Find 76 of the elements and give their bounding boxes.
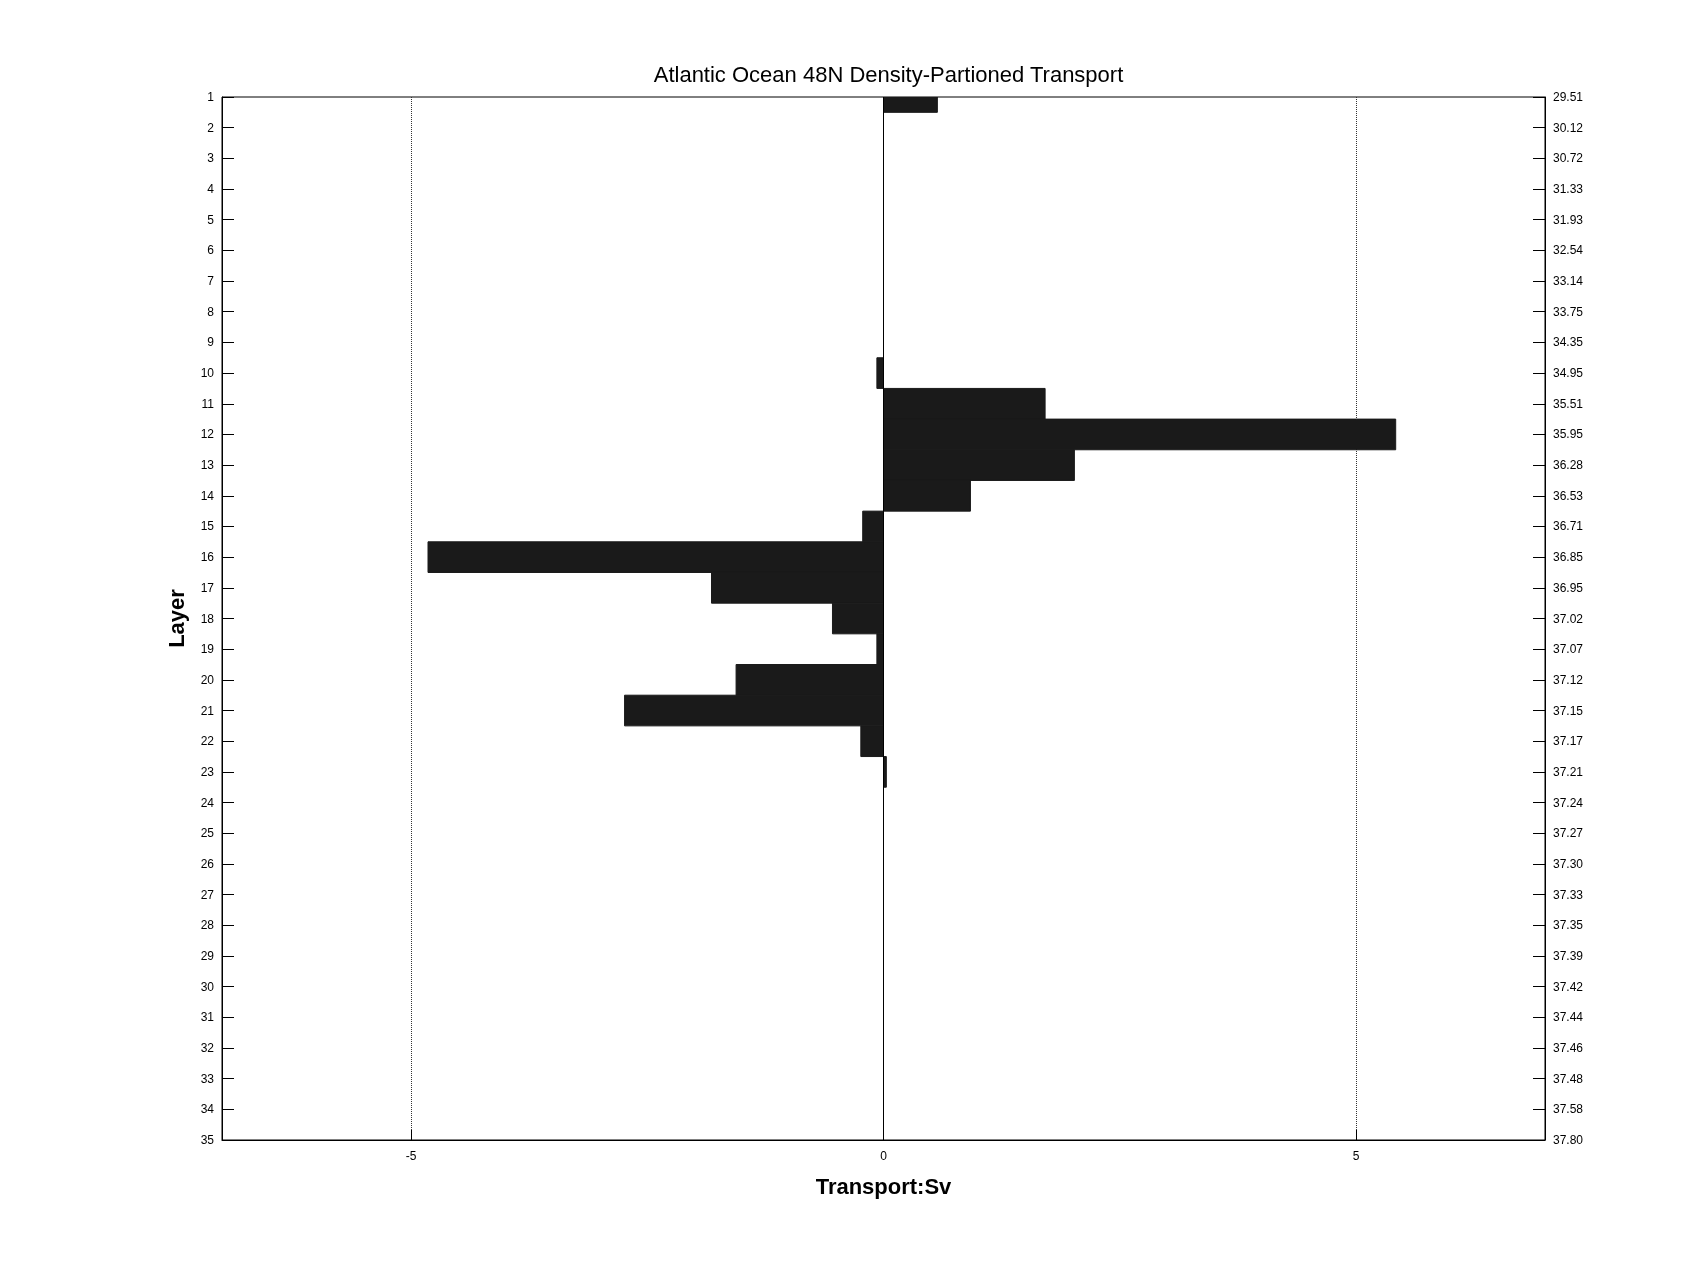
y-tick-label: 31	[200, 1010, 215, 1025]
x-tick-label: 0	[880, 1149, 888, 1163]
y2-tick-label: 37.48	[1553, 1071, 1584, 1086]
y-tick-label: 28	[200, 918, 215, 933]
y2-tick-label: 37.02	[1553, 611, 1584, 626]
y2-tick-label: 37.07	[1553, 642, 1584, 657]
y2-tick-label: 36.85	[1553, 550, 1584, 565]
y-tick-label: 24	[200, 795, 215, 810]
y-tick-label: 33	[200, 1071, 215, 1086]
y2-tick-label: 37.35	[1553, 918, 1584, 933]
y2-tick-label: 37.44	[1553, 1010, 1584, 1025]
y2-tick-label: 37.12	[1553, 672, 1584, 687]
y-tick-label: 25	[200, 826, 215, 841]
chart-title: Atlantic Ocean 48N Density-Partioned Transport	[653, 61, 1124, 87]
y-tick-label: 15	[200, 519, 215, 534]
y2-tick-label: 36.28	[1553, 458, 1584, 473]
y-tick-label: 26	[200, 856, 215, 871]
y-tick-label: 27	[200, 887, 215, 902]
y-tick-label: 4	[207, 182, 215, 197]
y-tick-label: 11	[201, 396, 215, 411]
y-tick-label: 5	[207, 212, 215, 227]
y2-tick-label: 37.58	[1553, 1102, 1584, 1117]
y2-tick-label: 33.75	[1553, 304, 1584, 319]
y2-tick-label: 37.80	[1553, 1133, 1584, 1147]
y-axis-title: Layer	[163, 588, 189, 648]
y-tick-label: 13	[200, 458, 215, 473]
y2-tick-label: 37.21	[1553, 764, 1584, 779]
y-tick-label: 14	[200, 488, 215, 503]
y2-tick-label: 30.72	[1553, 151, 1584, 166]
y2-tick-label: 34.35	[1553, 335, 1584, 350]
y-tick-label: 7	[207, 274, 215, 289]
y-tick-label: 35	[200, 1133, 215, 1147]
x-tick-label: -5	[405, 1149, 417, 1163]
x-tick-label: 5	[1352, 1149, 1360, 1163]
y2-tick-label: 37.15	[1553, 703, 1584, 718]
x-axis-title: Transport:Sv	[815, 1173, 953, 1199]
y2-tick-label: 37.27	[1553, 826, 1584, 841]
y-tick-label: 19	[200, 642, 215, 657]
y-tick-label: 16	[200, 550, 215, 565]
y2-tick-label: 31.33	[1553, 182, 1584, 197]
y2-tick-label: 37.24	[1553, 795, 1584, 810]
y2-tick-label: 35.95	[1553, 427, 1584, 442]
y2-tick-label: 35.51	[1553, 396, 1584, 411]
y-tick-label: 21	[200, 703, 215, 718]
y2-tick-label: 32.54	[1553, 243, 1584, 258]
y2-tick-label: 31.93	[1553, 212, 1584, 227]
y2-tick-label: 36.53	[1553, 488, 1584, 503]
y2-tick-label: 37.30	[1553, 856, 1584, 871]
y-tick-label: 10	[200, 366, 215, 381]
y-tick-label: 23	[200, 764, 215, 779]
y-tick-label: 34	[200, 1102, 215, 1117]
y-tick-label: 1	[207, 90, 215, 104]
y2-tick-label: 29.51	[1553, 90, 1584, 104]
y2-tick-label: 37.17	[1553, 734, 1584, 749]
y-tick-label: 30	[200, 979, 215, 994]
y2-tick-label: 30.12	[1553, 120, 1584, 135]
y2-tick-label: 36.71	[1553, 519, 1584, 534]
y-tick-label: 2	[207, 120, 215, 135]
y2-tick-label: 36.95	[1553, 580, 1584, 595]
y-tick-label: 22	[200, 734, 215, 749]
y-tick-label: 18	[200, 611, 215, 626]
y-tick-label: 8	[207, 304, 215, 319]
y2-tick-label: 37.42	[1553, 979, 1584, 994]
y-tick-label: 3	[207, 151, 215, 166]
y-tick-label: 17	[200, 580, 215, 595]
y-tick-label: 32	[200, 1040, 215, 1055]
y-tick-label: 6	[207, 243, 215, 258]
y2-tick-label: 37.39	[1553, 948, 1584, 963]
y2-tick-label: 37.33	[1553, 887, 1584, 902]
y2-tick-label: 37.46	[1553, 1040, 1584, 1055]
y-tick-label: 9	[207, 335, 215, 350]
y-tick-label: 12	[200, 427, 215, 442]
y2-tick-label: 34.95	[1553, 366, 1584, 381]
y2-tick-label: 33.14	[1553, 274, 1584, 289]
y-tick-label: 20	[200, 672, 215, 687]
y-tick-label: 29	[200, 948, 215, 963]
